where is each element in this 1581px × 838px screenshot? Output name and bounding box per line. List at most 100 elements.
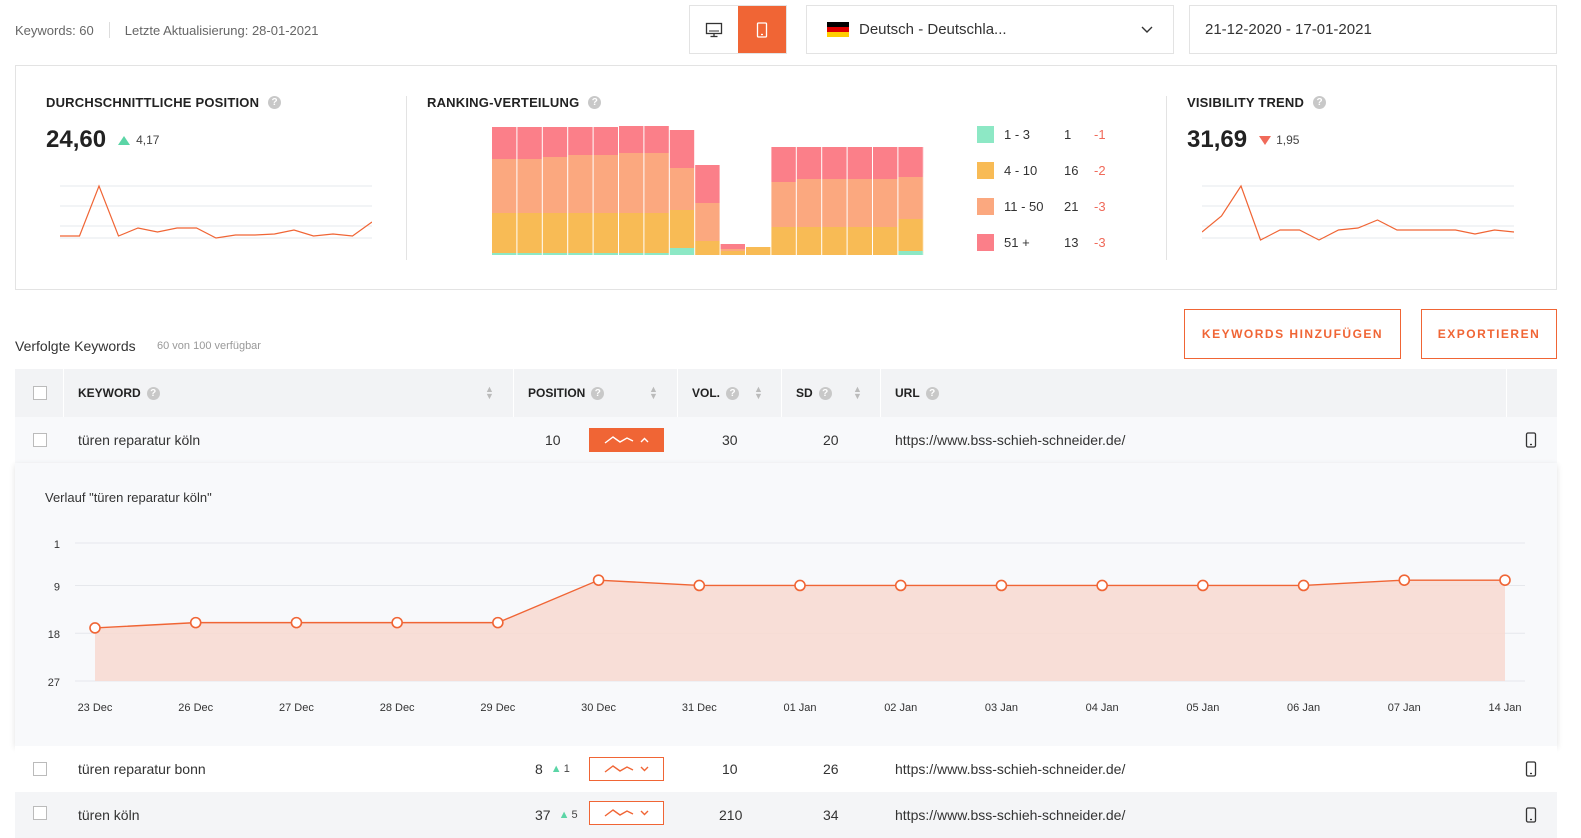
bar-segment [848, 147, 872, 179]
url-cell[interactable]: https://www.bss-schieh-schneider.de/ [895, 792, 1125, 838]
help-icon[interactable]: ? [1313, 96, 1326, 109]
col-url[interactable]: URL ? [895, 369, 939, 417]
table-row[interactable]: türen reparatur bonn 8 ▲1 10 26 https://… [15, 746, 1557, 792]
legend-swatch [977, 126, 994, 143]
bar-segment [594, 253, 618, 255]
data-point [1198, 580, 1208, 590]
data-point [996, 580, 1006, 590]
data-point [90, 623, 100, 633]
select-all-checkbox[interactable] [33, 386, 47, 400]
bar-segment [543, 253, 567, 255]
data-point [694, 580, 704, 590]
mobile-icon [1525, 792, 1537, 838]
trend-line-icon [604, 808, 634, 818]
position-change: ▲1 [551, 763, 570, 775]
sort-icon[interactable]: ▲▼ [853, 386, 862, 400]
export-button[interactable]: EXPORTIEREN [1421, 309, 1557, 359]
bar-segment [898, 177, 922, 219]
bar-segment [670, 248, 694, 255]
triangle-down-icon [1259, 136, 1271, 145]
divider [513, 369, 514, 417]
bar-segment [771, 182, 795, 227]
legend-count: 1 [1064, 127, 1094, 142]
legend-label: 1 - 3 [1004, 127, 1064, 142]
col-url-label: URL [895, 386, 920, 400]
ranking-title: RANKING-VERTEILUNG ? [427, 95, 601, 110]
avg-position-title: DURCHSCHNITTLICHE POSITION ? [46, 95, 281, 110]
date-range-value: 21-12-2020 - 17-01-2021 [1205, 21, 1372, 38]
url-cell[interactable]: https://www.bss-schieh-schneider.de/ [895, 417, 1125, 463]
language-select[interactable]: Deutsch - Deutschla... [806, 5, 1174, 54]
history-toggle-button[interactable] [589, 757, 664, 781]
bar-segment [695, 203, 719, 241]
col-position[interactable]: POSITION ? [528, 369, 604, 417]
position-change: ▲5 [559, 809, 578, 821]
bar-segment [644, 126, 668, 153]
help-icon[interactable]: ? [726, 387, 739, 400]
bar-segment [797, 179, 821, 227]
help-icon[interactable]: ? [147, 387, 160, 400]
bar-segment [517, 213, 541, 253]
position-change-value: 5 [571, 809, 577, 821]
url-cell[interactable]: https://www.bss-schieh-schneider.de/ [895, 746, 1125, 792]
device-switcher [689, 5, 787, 54]
position-cell: 8 ▲1 [535, 746, 570, 792]
col-vol[interactable]: VOL. ? [692, 369, 739, 417]
desktop-button[interactable] [690, 6, 738, 53]
visibility-value-row: 31,69 1,95 [1187, 126, 1299, 154]
stats-panel: DURCHSCHNITTLICHE POSITION ? 24,60 4,17 … [15, 65, 1557, 290]
col-vol-label: VOL. [692, 386, 720, 400]
col-keyword[interactable]: KEYWORD ? [78, 369, 160, 417]
vol-cell: 10 [722, 746, 738, 792]
mobile-button[interactable] [738, 6, 786, 53]
sort-icon[interactable]: ▲▼ [485, 386, 494, 400]
history-toggle-button[interactable] [589, 801, 664, 825]
help-icon[interactable]: ? [268, 96, 281, 109]
history-toggle-button[interactable] [589, 428, 664, 452]
germany-flag-icon [827, 22, 849, 37]
divider [63, 369, 64, 417]
bar-segment [492, 127, 516, 159]
vol-cell: 210 [719, 792, 742, 838]
help-icon[interactable]: ? [819, 387, 832, 400]
row-checkbox[interactable] [33, 433, 47, 447]
trend-line-icon [604, 764, 634, 774]
row-checkbox[interactable] [33, 806, 47, 820]
x-tick-label: 28 Dec [380, 702, 415, 714]
bar-segment [543, 127, 567, 157]
bar-segment [517, 253, 541, 255]
x-tick-label: 31 Dec [682, 702, 717, 714]
data-point [1500, 575, 1510, 585]
help-icon[interactable]: ? [591, 387, 604, 400]
date-range-picker[interactable]: 21-12-2020 - 17-01-2021 [1189, 5, 1557, 54]
visibility-sparkline [1202, 176, 1514, 248]
bar-segment [670, 210, 694, 248]
bar-segment [619, 253, 643, 255]
help-icon[interactable]: ? [588, 96, 601, 109]
visibility-title-text: VISIBILITY TREND [1187, 95, 1304, 110]
col-sd[interactable]: SD ? [796, 369, 832, 417]
position-cell: 37 ▲5 [535, 792, 578, 838]
table-row[interactable]: türen köln 37 ▲5 210 34 https://www.bss-… [15, 792, 1557, 838]
bar-segment [797, 147, 821, 179]
area-fill [95, 580, 1505, 681]
legend-label: 51 + [1004, 235, 1064, 250]
add-keywords-button[interactable]: KEYWORDS HINZUFÜGEN [1184, 309, 1401, 359]
chevron-up-icon [640, 437, 649, 443]
table-row[interactable]: türen reparatur köln 10 30 20 https://ww… [15, 417, 1557, 463]
sort-icon[interactable]: ▲▼ [754, 386, 763, 400]
legend-change: -2 [1094, 163, 1106, 178]
sort-icon[interactable]: ▲▼ [649, 386, 658, 400]
bar-segment [594, 127, 618, 155]
row-checkbox[interactable] [33, 762, 47, 776]
x-tick-label: 30 Dec [581, 702, 616, 714]
y-tick-label: 27 [48, 677, 60, 689]
bar-segment [644, 153, 668, 213]
keyword-cell: türen reparatur bonn [78, 746, 206, 792]
avg-position-value-row: 24,60 4,17 [46, 126, 159, 154]
bar-segment [771, 147, 795, 182]
help-icon[interactable]: ? [926, 387, 939, 400]
divider [1506, 369, 1507, 417]
bar-segment [517, 159, 541, 213]
bar-segment [670, 168, 694, 210]
